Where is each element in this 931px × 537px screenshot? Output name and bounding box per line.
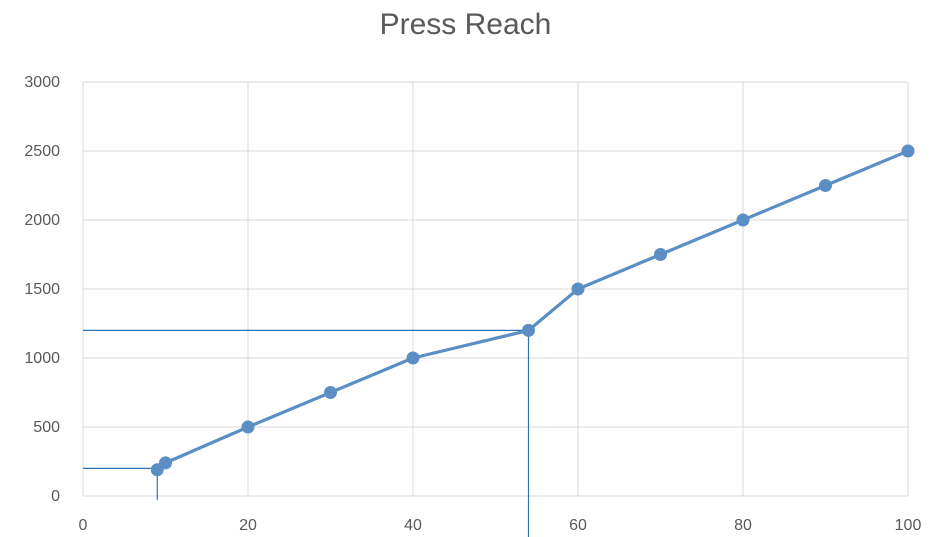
data-point: [241, 420, 255, 434]
data-point: [901, 144, 915, 158]
x-tick-label: 80: [734, 517, 752, 534]
data-point: [819, 179, 832, 192]
data-point: [571, 282, 585, 296]
y-tick-label: 2500: [24, 143, 60, 160]
y-tick-label: 3000: [24, 74, 60, 91]
y-tick-label: 2000: [24, 212, 60, 229]
chart-title: Press Reach: [379, 8, 552, 41]
data-point: [522, 323, 535, 337]
data-point: [406, 351, 420, 365]
x-tick-label: 0: [79, 517, 88, 534]
data-point: [324, 386, 337, 399]
series-line: [155, 149, 910, 472]
data-point: [654, 248, 667, 261]
x-tick-label: 60: [569, 517, 587, 534]
y-tick-label: 0: [51, 488, 60, 505]
x-tick-label: 100: [895, 517, 922, 534]
x-tick-label: 40: [404, 517, 422, 534]
x-tick-label: 20: [239, 517, 257, 534]
y-tick-label: 500: [33, 419, 60, 436]
y-tick-label: 1000: [24, 350, 60, 367]
y-tick-label: 1500: [24, 281, 60, 298]
data-point: [736, 213, 750, 227]
data-point: [150, 463, 164, 477]
data-point: [159, 456, 172, 470]
